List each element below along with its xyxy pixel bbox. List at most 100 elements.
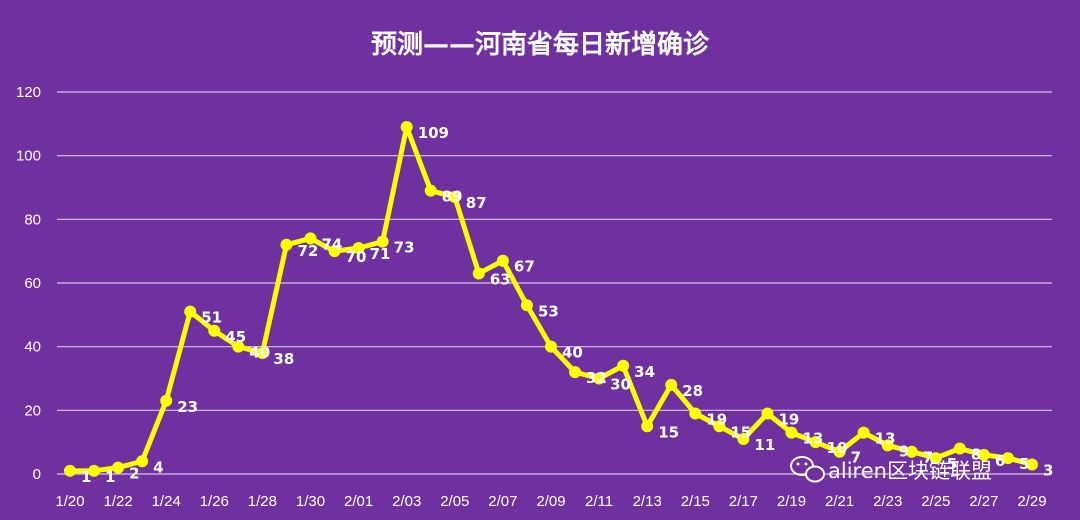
data-label: 4	[153, 458, 163, 476]
data-point	[184, 305, 197, 318]
x-axis-ticks: 1/20 1/22 1/24 1/26 1/28 1/30 2/01 2/03 2/05 2/07…	[55, 493, 1046, 510]
data-point	[833, 445, 846, 458]
watermark-text: aliren区块链联盟	[828, 459, 992, 483]
data-label: 53	[538, 302, 559, 320]
data-point	[352, 241, 365, 254]
data-label: 72	[297, 242, 318, 260]
data-label: 2	[129, 465, 139, 483]
data-label: 63	[490, 270, 511, 288]
data-point	[785, 426, 798, 439]
data-label: 70	[346, 248, 367, 266]
data-point	[1001, 452, 1014, 465]
watermark: aliren区块链联盟	[790, 456, 992, 483]
data-label: 45	[225, 328, 246, 346]
x-tick-label: 1/28	[248, 493, 277, 510]
data-point	[208, 324, 221, 337]
data-point	[64, 464, 76, 477]
data-point	[953, 442, 966, 455]
data-label: 19	[706, 411, 727, 429]
y-tick-label: 20	[24, 402, 41, 419]
data-point	[641, 420, 654, 433]
data-point	[520, 299, 533, 312]
data-point	[136, 455, 149, 468]
data-label: 5	[947, 455, 957, 473]
data-point	[689, 407, 702, 420]
data-point	[160, 394, 173, 407]
data-label: 74	[322, 235, 343, 253]
x-tick-label: 2/23	[873, 493, 902, 510]
data-label: 73	[394, 239, 415, 257]
data-label: 71	[370, 245, 391, 263]
data-point	[761, 407, 774, 420]
x-tick-label: 2/11	[585, 493, 613, 510]
data-point	[929, 452, 942, 465]
data-label: 38	[273, 350, 294, 368]
data-point	[280, 238, 293, 251]
data-point	[857, 426, 870, 439]
data-point	[809, 436, 822, 449]
data-point	[593, 372, 606, 385]
data-label: 30	[610, 376, 631, 394]
series-line-path	[67, 124, 1035, 474]
x-tick-label: 2/07	[488, 493, 517, 510]
x-tick-label: 1/20	[55, 493, 84, 510]
data-point	[905, 445, 918, 458]
data-label: 13	[875, 430, 896, 448]
x-tick-label: 2/09	[536, 493, 565, 510]
x-tick-label: 2/27	[969, 493, 998, 510]
data-point	[112, 461, 125, 474]
data-label: 5	[1019, 455, 1029, 473]
y-tick-label: 60	[24, 275, 41, 292]
data-point	[400, 121, 413, 134]
data-point	[569, 366, 582, 379]
data-point	[256, 347, 269, 360]
data-label: 6	[995, 452, 1005, 470]
x-tick-label: 2/13	[633, 493, 662, 510]
data-point	[472, 267, 485, 280]
data-label: 40	[562, 344, 583, 362]
x-tick-label: 2/21	[825, 493, 854, 510]
y-tick-label: 100	[16, 148, 41, 165]
data-label: 9	[899, 442, 909, 460]
data-point	[424, 184, 437, 197]
data-point	[376, 235, 389, 248]
data-point	[713, 420, 726, 433]
data-point	[881, 439, 894, 452]
data-point	[232, 340, 245, 353]
y-tick-label: 120	[16, 84, 41, 101]
x-tick-label: 2/17	[729, 493, 758, 510]
x-tick-label: 2/19	[777, 493, 806, 510]
data-label: 67	[514, 258, 535, 276]
data-point	[737, 432, 750, 445]
data-point	[496, 254, 509, 267]
data-label: 28	[682, 382, 703, 400]
series-line	[64, 121, 1038, 477]
data-point	[304, 232, 317, 245]
x-tick-label: 1/24	[152, 493, 181, 510]
data-label: 32	[586, 369, 607, 387]
data-label: 51	[201, 309, 222, 327]
data-point	[88, 464, 101, 477]
x-tick-label: 2/29	[1017, 493, 1046, 510]
data-point	[977, 448, 990, 461]
data-label: 89	[442, 188, 463, 206]
x-tick-label: 1/22	[103, 493, 132, 510]
x-tick-label: 2/05	[440, 493, 469, 510]
y-tick-label: 40	[24, 339, 41, 356]
wechat-icon	[790, 456, 825, 483]
x-tick-label: 2/03	[392, 493, 421, 510]
data-label: 10	[827, 439, 848, 457]
data-label: 8	[971, 446, 981, 464]
x-tick-label: 2/01	[344, 493, 373, 510]
gridlines	[57, 91, 1052, 475]
data-label: 3	[1043, 461, 1053, 479]
data-label: 15	[730, 423, 751, 441]
data-point	[448, 191, 461, 204]
y-tick-label: 80	[24, 211, 41, 228]
data-point	[328, 245, 341, 258]
data-label: 7	[851, 449, 861, 467]
y-tick-label: 0	[33, 466, 41, 483]
x-tick-label: 2/15	[681, 493, 710, 510]
y-axis-ticks: 0 20 40 60 80 100 120	[16, 84, 41, 483]
